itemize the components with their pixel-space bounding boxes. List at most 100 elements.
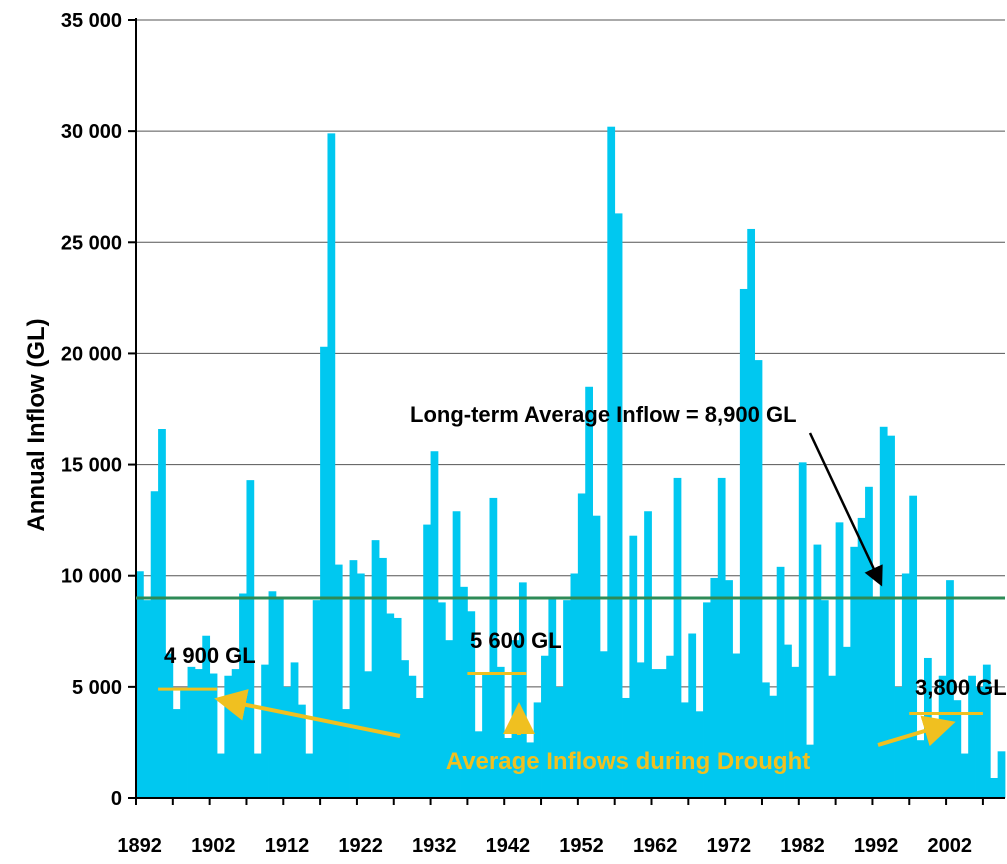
bar (136, 571, 144, 798)
bar (622, 697, 630, 798)
bar (725, 580, 733, 798)
bar (518, 582, 527, 798)
bar (253, 753, 262, 798)
bar (194, 669, 203, 798)
bar (577, 493, 586, 798)
x-tick-label: 1892 (117, 835, 162, 857)
bar (798, 462, 807, 798)
bar (305, 753, 314, 798)
y-tick-label: 20 000 (61, 343, 122, 365)
x-tick-label: 1982 (780, 835, 825, 857)
bar (202, 635, 211, 798)
bar (342, 709, 350, 798)
bar (813, 544, 822, 798)
bar (666, 655, 675, 798)
bar (555, 686, 564, 798)
bar (371, 540, 380, 798)
bar (599, 651, 608, 798)
bar (474, 731, 483, 798)
bar (703, 602, 711, 798)
bar (761, 682, 770, 798)
bar (990, 777, 999, 798)
bar (828, 675, 837, 798)
bar (887, 435, 895, 798)
bar (791, 666, 800, 798)
bar (968, 675, 976, 798)
drought-average-label: 5 600 GL (470, 628, 562, 653)
bar (563, 600, 571, 798)
bar (217, 753, 225, 798)
bar (769, 695, 778, 798)
bar (901, 573, 910, 798)
bar (445, 640, 454, 798)
bar (747, 228, 756, 798)
bar (658, 669, 667, 798)
bar (865, 486, 873, 798)
y-tick-label: 5 000 (72, 677, 122, 699)
bar (489, 497, 498, 798)
bar (268, 591, 277, 798)
bar (224, 675, 233, 798)
bar (931, 722, 940, 798)
bar (614, 213, 623, 799)
bar (806, 744, 814, 798)
bar (680, 702, 689, 798)
bar (835, 522, 844, 798)
drought-average-label: 3,800 GL (915, 675, 1007, 700)
bar (644, 511, 652, 798)
bar (997, 751, 1006, 798)
bar (548, 597, 557, 798)
bar (209, 673, 218, 798)
bar (585, 386, 593, 798)
bar (467, 611, 476, 798)
bar (437, 602, 446, 798)
bar (872, 597, 881, 798)
bar (283, 686, 292, 798)
bar (231, 669, 240, 798)
bar (570, 573, 579, 798)
bar (592, 515, 601, 798)
bar (408, 675, 417, 798)
bar (850, 546, 859, 798)
bar (379, 557, 387, 798)
bar (482, 673, 490, 798)
bar (960, 753, 969, 798)
bar (879, 426, 888, 798)
bar (636, 662, 645, 798)
bar (842, 646, 851, 798)
bar (496, 666, 505, 798)
bar (784, 644, 792, 798)
bar (541, 655, 549, 798)
y-tick-label: 0 (111, 788, 122, 810)
bar (688, 633, 697, 798)
bar (460, 586, 468, 798)
x-tick-label: 1972 (707, 835, 752, 857)
bar (430, 451, 439, 798)
x-tick-label: 1922 (338, 835, 383, 857)
bar (334, 564, 343, 798)
bar (946, 580, 954, 798)
bar (275, 597, 284, 798)
y-tick-label: 35 000 (61, 10, 122, 32)
bar (165, 653, 174, 798)
bar (820, 600, 829, 798)
bar (298, 704, 306, 798)
overlays: 4 900 GL 5 600 GL 3,800 GL Average Inflows … (136, 402, 1007, 775)
bar (327, 133, 336, 798)
bar (695, 711, 704, 798)
bar (349, 560, 358, 798)
bar (651, 669, 660, 798)
average-label: Long-term Average Inflow = 8,900 GL (410, 402, 797, 427)
bar (710, 577, 719, 798)
bar (776, 566, 785, 798)
y-tick-labels: 0 5 000 10 000 15 000 20 000 25 000 30 000 35 0… (61, 10, 122, 810)
bar (180, 689, 188, 798)
bar (894, 686, 903, 798)
bar (526, 742, 535, 798)
bar (246, 480, 255, 798)
bar (415, 697, 424, 798)
bar (239, 593, 247, 798)
bar (187, 666, 196, 798)
bar (143, 600, 152, 798)
drought-arrow (877, 715, 956, 747)
